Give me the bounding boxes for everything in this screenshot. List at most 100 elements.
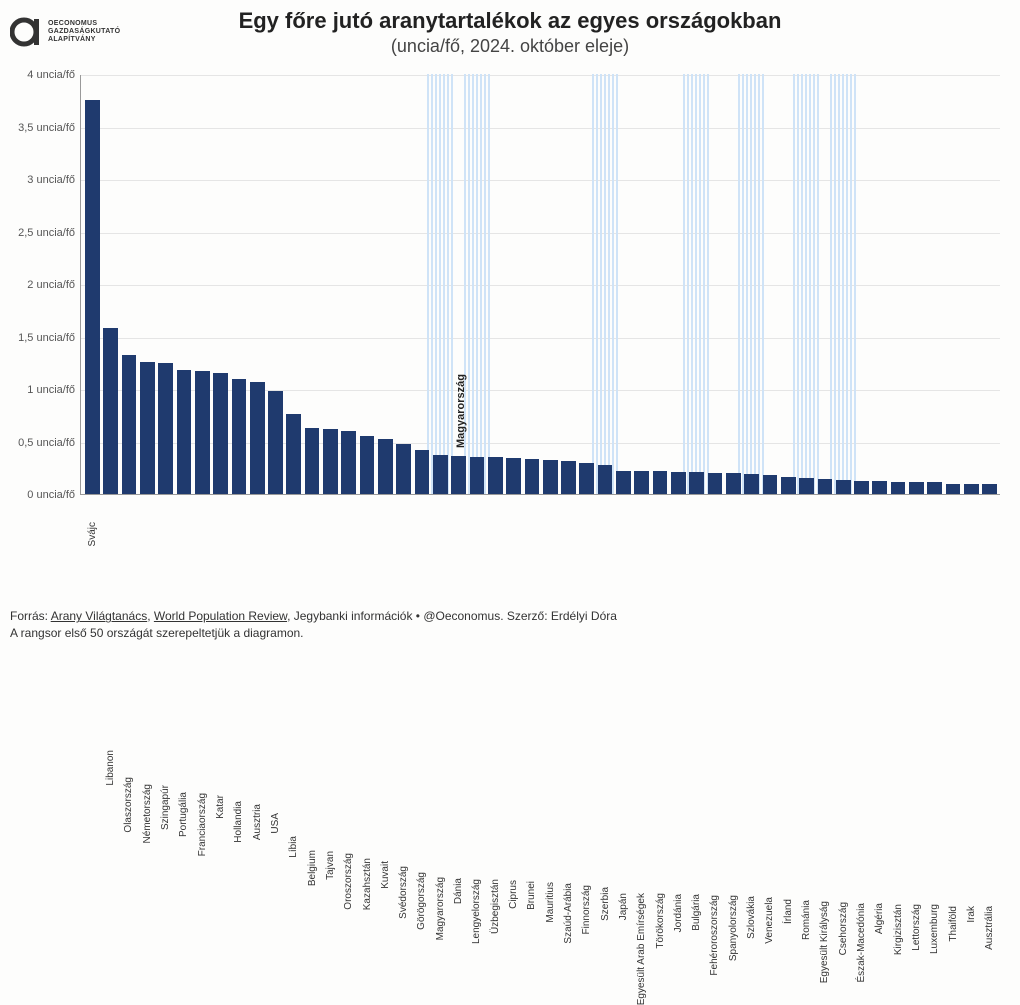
bar (122, 355, 137, 494)
bar-slot: Németország (140, 362, 155, 494)
x-tick-label: Lengyelország (471, 879, 482, 944)
x-tick-label: Líbia (288, 836, 299, 858)
x-tick-label: Svédország (398, 866, 409, 919)
bar (232, 379, 247, 495)
x-tick-label: Lettország (911, 904, 922, 951)
bar-slot: Törökország (653, 471, 668, 494)
bar-slot: Fehéroroszország (708, 473, 723, 494)
y-tick-label: 2 uncia/fő (27, 279, 75, 291)
x-tick-label: Franciaország (197, 793, 208, 856)
bar-slot: Libanon (103, 328, 118, 494)
bar-slot: Görögország (415, 450, 430, 494)
bar-slot: Mauritius (543, 460, 558, 494)
bar (946, 484, 961, 495)
bar (470, 457, 485, 494)
plot: SvájcLibanonOlaszországNémetországSzinga… (80, 75, 1000, 495)
x-tick-label: Ciprus (508, 880, 519, 909)
bars-container: SvájcLibanonOlaszországNémetországSzinga… (85, 74, 997, 494)
y-tick-label: 1 uncia/fő (27, 384, 75, 396)
bar (360, 436, 375, 494)
logo: Oeconomus Gazdaságkutató Alapítvány (10, 15, 120, 49)
bar-slot: USA (268, 391, 283, 494)
x-tick-label: Libanon (105, 750, 116, 786)
x-tick-label: Thaiföld (948, 906, 959, 942)
bar (726, 473, 741, 494)
bar-slot: Lettország (909, 482, 924, 494)
bar-slot: Irak (964, 484, 979, 495)
bar (818, 479, 833, 494)
bar-slot: Brunei (525, 459, 540, 494)
bar-slot: Egyesült Arab Emírségek (634, 471, 649, 494)
bar-slot: Portugália (177, 370, 192, 494)
bar-highlight (427, 74, 453, 494)
bar (415, 450, 430, 494)
bar-slot: Katar (213, 373, 228, 494)
bar-highlight (738, 74, 764, 494)
bar (488, 457, 503, 494)
x-tick-label: Fehéroroszország (709, 895, 720, 976)
bar (689, 472, 704, 494)
bar (305, 428, 320, 494)
x-tick-label: Magyarország (435, 877, 446, 940)
bar-slot: Belgium (305, 428, 320, 494)
x-tick-label: Csehország (838, 902, 849, 955)
x-tick-label: Németország (142, 784, 153, 843)
bar-slot: Ciprus (506, 458, 521, 494)
bar (891, 482, 906, 494)
x-tick-label: Venezuela (764, 897, 775, 944)
x-tick-label: Mauritius (545, 882, 556, 923)
bar (378, 439, 393, 494)
y-tick-label: 3,5 uncia/fő (18, 122, 75, 134)
footer-note: A rangsor első 50 országát szerepeltetjü… (10, 625, 617, 642)
source-link-1[interactable]: Arany Világtanács (51, 609, 148, 623)
x-tick-label: Hollandia (233, 801, 244, 843)
bar-slot: Szlovákia (744, 474, 759, 494)
bar-slot: Szaúd-Arábia (561, 461, 576, 494)
x-tick-label: Törökország (655, 893, 666, 949)
x-tick-label: Oroszország (343, 853, 354, 910)
bar-slot: Csehország (836, 480, 851, 494)
logo-icon (10, 15, 44, 49)
bar-slot: Hollandia (232, 379, 247, 495)
bar (85, 100, 100, 494)
y-tick-label: 0,5 uncia/fő (18, 437, 75, 449)
source-link-2[interactable]: World Population Review (154, 609, 287, 623)
x-tick-label: Svájc (87, 522, 98, 546)
bar-slot: Luxemburg (927, 482, 942, 494)
bar-slot: Üzbegisztán (488, 457, 503, 494)
x-tick-label: Írland (783, 899, 794, 924)
bar (708, 473, 723, 494)
bar-slot: Szingapúr (158, 363, 173, 494)
bar (744, 474, 759, 494)
y-tick-label: 0 uncia/fő (27, 489, 75, 501)
bar-slot: Kazahsztán (360, 436, 375, 494)
bar (579, 463, 594, 495)
bar (396, 444, 411, 494)
bar (634, 471, 649, 494)
bar (653, 471, 668, 494)
bar (561, 461, 576, 494)
bar (250, 382, 265, 494)
logo-line3: Alapítvány (48, 36, 120, 44)
x-tick-label: Kuvait (380, 861, 391, 889)
bar-slot: Thaiföld (946, 484, 961, 495)
bar-slot: Magyarország (433, 455, 448, 494)
bar (506, 458, 521, 494)
bar-slot: Románia (799, 478, 814, 494)
logo-line2: Gazdaságkutató (48, 28, 120, 36)
chart-title: Egy főre jutó aranytartalékok az egyes o… (0, 8, 1020, 34)
bar-slot: Tajvan (323, 429, 338, 494)
bar (286, 414, 301, 494)
bar-slot: Spanyolország (726, 473, 741, 494)
x-tick-label: Szerbia (600, 887, 611, 921)
bar (213, 373, 228, 494)
x-tick-label: Jordánia (673, 894, 684, 932)
bar-slot: Lengyelország (470, 457, 485, 494)
x-tick-label: Dánia (453, 878, 464, 904)
bar-slot: Venezuela (763, 475, 778, 494)
bar (836, 480, 851, 494)
bar-highlight (683, 74, 709, 494)
x-tick-label: Kazahsztán (362, 858, 373, 910)
y-tick-label: 2,5 uncia/fő (18, 227, 75, 239)
bar-highlight (464, 74, 490, 494)
